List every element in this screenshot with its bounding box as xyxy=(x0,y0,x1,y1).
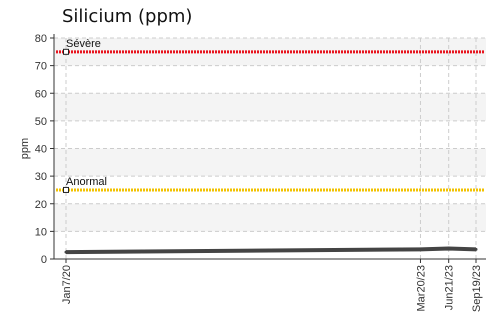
grid-band xyxy=(54,203,486,232)
y-tick-label: 70 xyxy=(35,61,47,73)
x-tick-label: Mar20/23 xyxy=(415,265,427,311)
threshold-label: Anormal xyxy=(66,176,107,188)
x-tick-label: Sep19/23 xyxy=(471,265,483,312)
data-point xyxy=(447,247,451,251)
y-tick-label: 60 xyxy=(35,88,47,100)
y-tick-label: 30 xyxy=(35,171,47,183)
threshold-marker xyxy=(63,186,69,193)
chart-title: Silicium (ppm) xyxy=(62,6,193,27)
data-point xyxy=(64,250,68,254)
grid-band xyxy=(54,148,486,177)
y-tick-label: 80 xyxy=(35,33,47,45)
y-tick-label: 20 xyxy=(35,199,47,211)
x-tick-label: Jun21/23 xyxy=(444,265,456,310)
y-tick-label: 0 xyxy=(41,254,47,266)
y-axis-title: ppm xyxy=(19,138,31,159)
y-tick-label: 50 xyxy=(35,116,47,128)
data-point xyxy=(418,247,422,251)
threshold-label: Sévère xyxy=(66,38,101,50)
grid-band xyxy=(54,93,486,121)
y-tick-label: 40 xyxy=(35,144,47,156)
x-tick-label: Jan7/20 xyxy=(61,265,73,304)
data-point xyxy=(474,247,478,251)
y-tick-label: 10 xyxy=(35,226,47,238)
threshold-marker xyxy=(63,48,69,55)
series-line xyxy=(65,246,477,255)
